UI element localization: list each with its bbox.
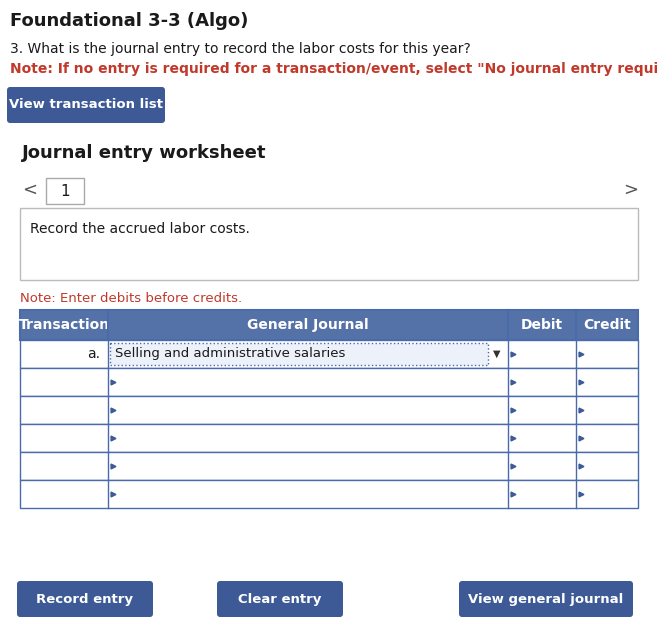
Bar (110, 343, 488, 365)
Text: Selling and administrative salaries: Selling and administrative salaries (115, 348, 345, 361)
Text: Record entry: Record entry (36, 592, 134, 606)
Bar (20, 396, 638, 424)
Bar (20, 368, 638, 396)
Bar (20, 340, 638, 368)
Text: <: < (22, 181, 37, 199)
Text: View transaction list: View transaction list (9, 99, 163, 111)
Text: Transaction: Transaction (18, 318, 110, 332)
Text: General Journal: General Journal (247, 318, 369, 332)
Text: Credit: Credit (583, 318, 631, 332)
Text: 3. What is the journal entry to record the labor costs for this year?: 3. What is the journal entry to record t… (10, 42, 470, 56)
Bar (20, 310, 638, 340)
FancyBboxPatch shape (17, 581, 153, 617)
Bar (20, 452, 638, 480)
Bar (20, 208, 638, 280)
Bar (20, 480, 638, 508)
Text: >: > (623, 181, 638, 199)
Text: Note: Enter debits before credits.: Note: Enter debits before credits. (20, 292, 242, 305)
Bar (20, 424, 638, 452)
Text: a.: a. (87, 347, 100, 361)
Text: Debit: Debit (521, 318, 563, 332)
Bar (46, 178, 84, 204)
FancyBboxPatch shape (459, 581, 633, 617)
Text: Foundational 3-3 (Algo): Foundational 3-3 (Algo) (10, 12, 248, 30)
FancyBboxPatch shape (7, 87, 165, 123)
FancyBboxPatch shape (217, 581, 343, 617)
Text: 1: 1 (60, 184, 70, 199)
Text: View general journal: View general journal (468, 592, 624, 606)
Bar (8, 132, 650, 590)
Text: Record the accrued labor costs.: Record the accrued labor costs. (30, 222, 250, 236)
Text: Clear entry: Clear entry (238, 592, 322, 606)
Text: Note: If no entry is required for a transaction/event, select "No journal entry : Note: If no entry is required for a tran… (10, 62, 658, 76)
Text: Journal entry worksheet: Journal entry worksheet (22, 144, 266, 162)
Text: ▼: ▼ (494, 349, 501, 359)
